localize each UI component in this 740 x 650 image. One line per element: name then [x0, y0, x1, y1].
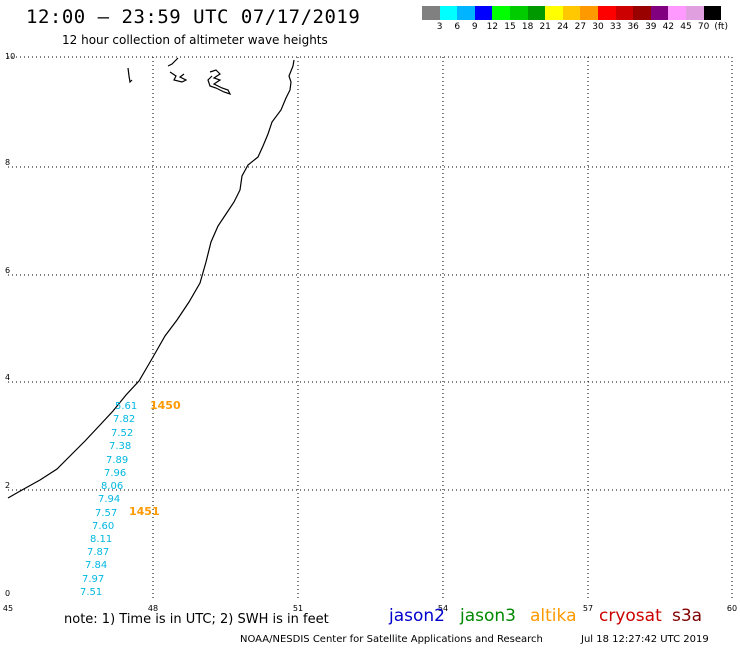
x-tick-label: 51 [293, 604, 303, 613]
swh-value-label: 7.60 [92, 521, 114, 532]
swh-value-label: 7.97 [82, 574, 104, 585]
legend-label: 3 [436, 22, 443, 32]
y-tick-label: 0 [5, 589, 10, 598]
legend-label: 24 [557, 22, 569, 32]
swh-value-label: 7.84 [85, 560, 107, 571]
satellite-s3a-label: s3a [672, 606, 703, 626]
satellite-jason2-label: jason2 [389, 606, 445, 626]
y-tick-label: 10 [5, 52, 15, 61]
pass-time-label: 1451 [129, 505, 160, 518]
legend-swatch [668, 6, 686, 20]
legend-label: 9 [471, 22, 478, 32]
legend-swatch [685, 6, 704, 20]
satellite-altika-label: altika [530, 606, 577, 626]
swh-value-label: 7.38 [109, 441, 131, 452]
swh-value-label: 7.87 [87, 547, 109, 558]
satellite-jason3-label: jason3 [460, 606, 516, 626]
legend-label: 27 [574, 22, 587, 32]
swh-value-label: 8.11 [90, 534, 112, 545]
legend-swatch [597, 6, 616, 20]
axis-tick-labels: 45 48 51 54 57 60 0 2 4 6 8 10 [3, 52, 737, 613]
legend-label: 30 [592, 22, 604, 32]
legend-label: 36 [627, 22, 639, 32]
y-tick-label: 8 [5, 158, 10, 167]
legend-label: 33 [609, 22, 622, 32]
wave-height-color-legend [422, 6, 722, 20]
legend-swatch [527, 6, 546, 20]
swh-value-label: 5.61 [115, 401, 137, 412]
legend-swatch [580, 6, 598, 20]
legend-swatch [703, 6, 722, 20]
legend-swatch [457, 6, 475, 20]
swh-value-label: 7.51 [80, 587, 102, 598]
legend-label: 70 [697, 22, 710, 32]
footer-note: note: 1) Time is in UTC; 2) SWH is in fe… [64, 612, 329, 627]
legend-label: (ft) [714, 22, 728, 32]
swh-value-label: 7.52 [111, 428, 133, 439]
swh-value-label: 7.89 [106, 455, 128, 466]
legend-swatch [509, 6, 528, 20]
map-subtitle: 12 hour collection of altimeter wave hei… [62, 33, 328, 47]
legend-label: 45 [680, 22, 692, 32]
x-tick-label: 48 [148, 604, 158, 613]
x-tick-label: 45 [3, 604, 13, 613]
y-tick-label: 4 [5, 373, 10, 382]
x-tick-label: 57 [583, 604, 593, 613]
legend-swatch [633, 6, 651, 20]
coastline [7, 57, 295, 499]
legend-label: 12 [486, 22, 499, 32]
legend-swatch [615, 6, 634, 20]
x-tick-label: 60 [727, 604, 737, 613]
legend-label: 39 [645, 22, 657, 32]
legend-swatch [474, 6, 493, 20]
pass-time-label: 1450 [150, 399, 181, 412]
x-tick-label: 54 [438, 604, 448, 613]
legend-swatch [439, 6, 458, 20]
swh-observations: 5.61 7.82 7.52 7.38 7.89 7.96 8.06 7.94 7.57 7.60… [80, 401, 137, 598]
legend-swatch [650, 6, 669, 20]
legend-label: 18 [521, 22, 534, 32]
map-title: 12:00 – 23:59 UTC 07/17/2019 [26, 6, 361, 28]
y-tick-label: 6 [5, 266, 10, 275]
satellite-cryosat-label: cryosat [599, 606, 662, 626]
swh-value-label: 7.96 [104, 468, 126, 479]
legend-label: 21 [539, 22, 551, 32]
legend-swatch [562, 6, 581, 20]
y-tick-label: 2 [5, 481, 10, 490]
swh-value-label: 7.94 [98, 494, 120, 505]
legend-label: 15 [504, 22, 516, 32]
swh-value-label: 7.82 [113, 414, 135, 425]
legend-swatch [492, 6, 510, 20]
swh-value-label: 8.06 [101, 481, 123, 492]
graticule [8, 56, 733, 598]
generated-timestamp: Jul 18 12:27:42 UTC 2019 [581, 634, 709, 645]
pass-time-labels: 1450 1451 [129, 399, 181, 518]
legend-swatch [545, 6, 563, 20]
legend-swatch [422, 6, 440, 20]
credit-text: NOAA/NESDIS Center for Satellite Applica… [240, 634, 543, 645]
legend-label: 6 [454, 22, 461, 32]
legend-label: 42 [662, 22, 675, 32]
swh-value-label: 7.57 [95, 508, 117, 519]
